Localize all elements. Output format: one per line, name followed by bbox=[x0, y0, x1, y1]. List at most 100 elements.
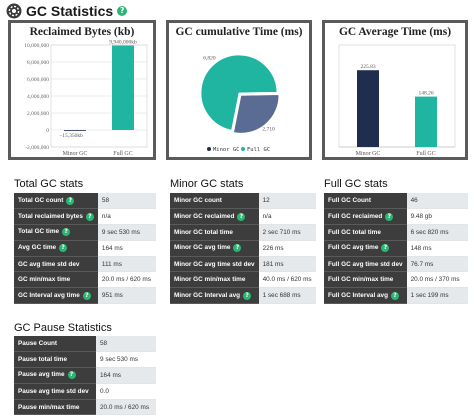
stat-label-text: Full GC Interval avg bbox=[328, 291, 389, 299]
table-row: Minor GC total time 2 sec 710 ms bbox=[170, 224, 316, 241]
table-row: Full GC avg time? 148 ms bbox=[324, 240, 468, 257]
stat-label: Minor GC avg time std dev bbox=[170, 256, 259, 273]
stat-label: Full GC avg time std dev bbox=[324, 256, 407, 273]
help-icon[interactable]: ? bbox=[66, 196, 75, 205]
help-icon[interactable]: ? bbox=[85, 212, 94, 221]
stat-value: 1 sec 688 ms bbox=[258, 287, 316, 305]
stat-value: 20.0 ms / 620 ms bbox=[96, 399, 156, 416]
pause-stats-title: GC Pause Statistics bbox=[14, 322, 112, 334]
data-label: 9,940,000kb bbox=[109, 40, 137, 46]
table-row: Minor GC avg time? 226 ms bbox=[170, 240, 316, 257]
help-icon[interactable]: ? bbox=[381, 244, 390, 253]
x-tick-label: Full GC bbox=[416, 151, 436, 157]
chart-title: GC cumulative Time (ms) bbox=[175, 26, 303, 38]
pie-slice[interactable] bbox=[233, 94, 280, 134]
stat-label: Minor GC Interval avg? bbox=[170, 287, 259, 305]
stat-label-text: Pause Count bbox=[18, 340, 58, 348]
table-row: Minor GC count 12 bbox=[170, 193, 316, 210]
help-icon[interactable]: ? bbox=[385, 212, 394, 221]
stat-label-text: Full GC Count bbox=[328, 197, 371, 205]
table-row: Avg GC time? 164 ms bbox=[14, 240, 156, 257]
stat-label-text: Total GC count bbox=[18, 196, 64, 204]
stat-value: n/a bbox=[258, 208, 316, 226]
data-label: −15,350kb bbox=[59, 133, 83, 139]
stat-label-text: Pause min/max time bbox=[18, 403, 80, 411]
stat-label: Minor GC min/max time bbox=[170, 271, 259, 289]
stat-label: Full GC Interval avg? bbox=[324, 287, 407, 305]
stat-label: Pause min/max time bbox=[14, 399, 96, 416]
stat-value: 76.7 ms bbox=[406, 256, 468, 273]
stat-label-text: Pause total time bbox=[18, 356, 68, 364]
stat-label-text: Minor GC avg time std dev bbox=[174, 260, 255, 268]
table-row: Full GC reclaimed? 9.48 gb bbox=[324, 208, 468, 226]
help-icon[interactable]: ? bbox=[59, 244, 68, 253]
y-tick-label: 8,000,000 bbox=[27, 60, 49, 66]
table-row: Minor GC reclaimed? n/a bbox=[170, 208, 316, 226]
pause-stats-table: Pause Count 58 Pause total time 9 sec 530 m… bbox=[14, 336, 156, 416]
stat-value: 9 sec 530 ms bbox=[96, 351, 156, 369]
full-gc-table: Full GC Count 46 Full GC reclaimed? 9.48 gb… bbox=[324, 193, 468, 305]
help-icon[interactable]: ? bbox=[62, 228, 71, 237]
stat-label-text: GC min/max time bbox=[18, 276, 71, 284]
help-icon[interactable]: ? bbox=[243, 291, 252, 300]
table-row: Minor GC avg time std dev 181 ms bbox=[170, 256, 316, 273]
table-row: Full GC total time 6 sec 820 ms bbox=[324, 224, 468, 241]
data-label: 6,820 bbox=[203, 56, 216, 62]
total-gc-title: Total GC stats bbox=[14, 178, 84, 190]
table-row: Total reclaimed bytes? n/a bbox=[14, 208, 156, 226]
help-icon[interactable]: ? bbox=[391, 291, 400, 300]
gc-cumulative-time-plot: 2,710 6,820 Minor GC Full GC bbox=[200, 54, 280, 153]
legend-swatch bbox=[241, 147, 245, 151]
stat-value: 58 bbox=[97, 193, 156, 210]
stat-label: GC Interval avg time? bbox=[14, 287, 98, 305]
table-row: Total GC time? 9 sec 530 ms bbox=[14, 224, 156, 241]
help-icon[interactable]: ? bbox=[117, 6, 128, 16]
stat-value: 226 ms bbox=[258, 240, 316, 257]
plot-area bbox=[338, 44, 456, 148]
stat-label-text: Pause avg time std dev bbox=[18, 387, 89, 395]
data-label: 2,710 bbox=[262, 126, 275, 132]
table-row: Total GC count? 58 bbox=[14, 193, 156, 210]
stat-label: Avg GC time? bbox=[14, 240, 98, 257]
stat-value: 12 bbox=[258, 193, 316, 210]
table-row: GC Interval avg time? 951 ms bbox=[14, 287, 156, 305]
stat-value: 1 sec 199 ms bbox=[406, 287, 468, 305]
reclaimed-bytes-plot: -2,000,000 0 2,000,000 4,000,000 6,000,000 8,… bbox=[24, 40, 148, 157]
stat-value: 20.0 ms / 620 ms bbox=[97, 271, 156, 289]
minor-gc-table: Minor GC count 12 Minor GC reclaimed? n/a Mi… bbox=[170, 193, 316, 305]
stat-label-text: Minor GC avg time bbox=[174, 244, 231, 252]
table-row: Full GC avg time std dev 76.7 ms bbox=[324, 256, 468, 273]
bar[interactable] bbox=[415, 96, 437, 147]
stat-value: 9.48 gb bbox=[406, 208, 468, 226]
bar[interactable] bbox=[112, 45, 134, 130]
data-label: 148.26 bbox=[418, 91, 433, 97]
stat-value: 20.0 ms / 370 ms bbox=[406, 271, 468, 289]
pie-slice[interactable] bbox=[200, 54, 278, 131]
help-icon[interactable]: ? bbox=[237, 212, 246, 221]
stat-label: Full GC avg time? bbox=[324, 240, 407, 257]
bar[interactable] bbox=[357, 70, 379, 147]
x-tick-label: Minor GC bbox=[63, 151, 88, 157]
total-gc-table: Total GC count? 58 Total reclaimed bytes? n… bbox=[14, 193, 156, 305]
stat-value: 148 ms bbox=[406, 240, 468, 257]
x-tick-label: Minor GC bbox=[356, 151, 381, 157]
stat-label-text: Minor GC min/max time bbox=[174, 276, 246, 284]
help-icon[interactable]: ? bbox=[233, 244, 242, 253]
stat-label-text: Full GC avg time bbox=[328, 244, 379, 252]
stat-label-text: Minor GC count bbox=[174, 197, 222, 205]
stat-label: GC min/max time bbox=[14, 271, 98, 289]
table-row: GC avg time std dev 111 ms bbox=[14, 256, 156, 273]
stat-label: Minor GC reclaimed? bbox=[170, 208, 259, 226]
help-icon[interactable]: ? bbox=[67, 371, 76, 380]
stat-label: Pause total time bbox=[14, 351, 96, 369]
stat-value: 181 ms bbox=[258, 256, 316, 273]
stat-label: Total GC time? bbox=[14, 224, 98, 241]
stat-label: Full GC Count bbox=[324, 193, 407, 210]
bar[interactable] bbox=[64, 130, 86, 131]
stat-value: 951 ms bbox=[97, 287, 156, 305]
table-row: Full GC Interval avg? 1 sec 199 ms bbox=[324, 287, 468, 305]
help-icon[interactable]: ? bbox=[82, 291, 91, 300]
stat-value: 58 bbox=[96, 336, 156, 353]
stat-label-text: Full GC total time bbox=[328, 228, 381, 236]
stat-label: Total GC count? bbox=[14, 193, 98, 210]
